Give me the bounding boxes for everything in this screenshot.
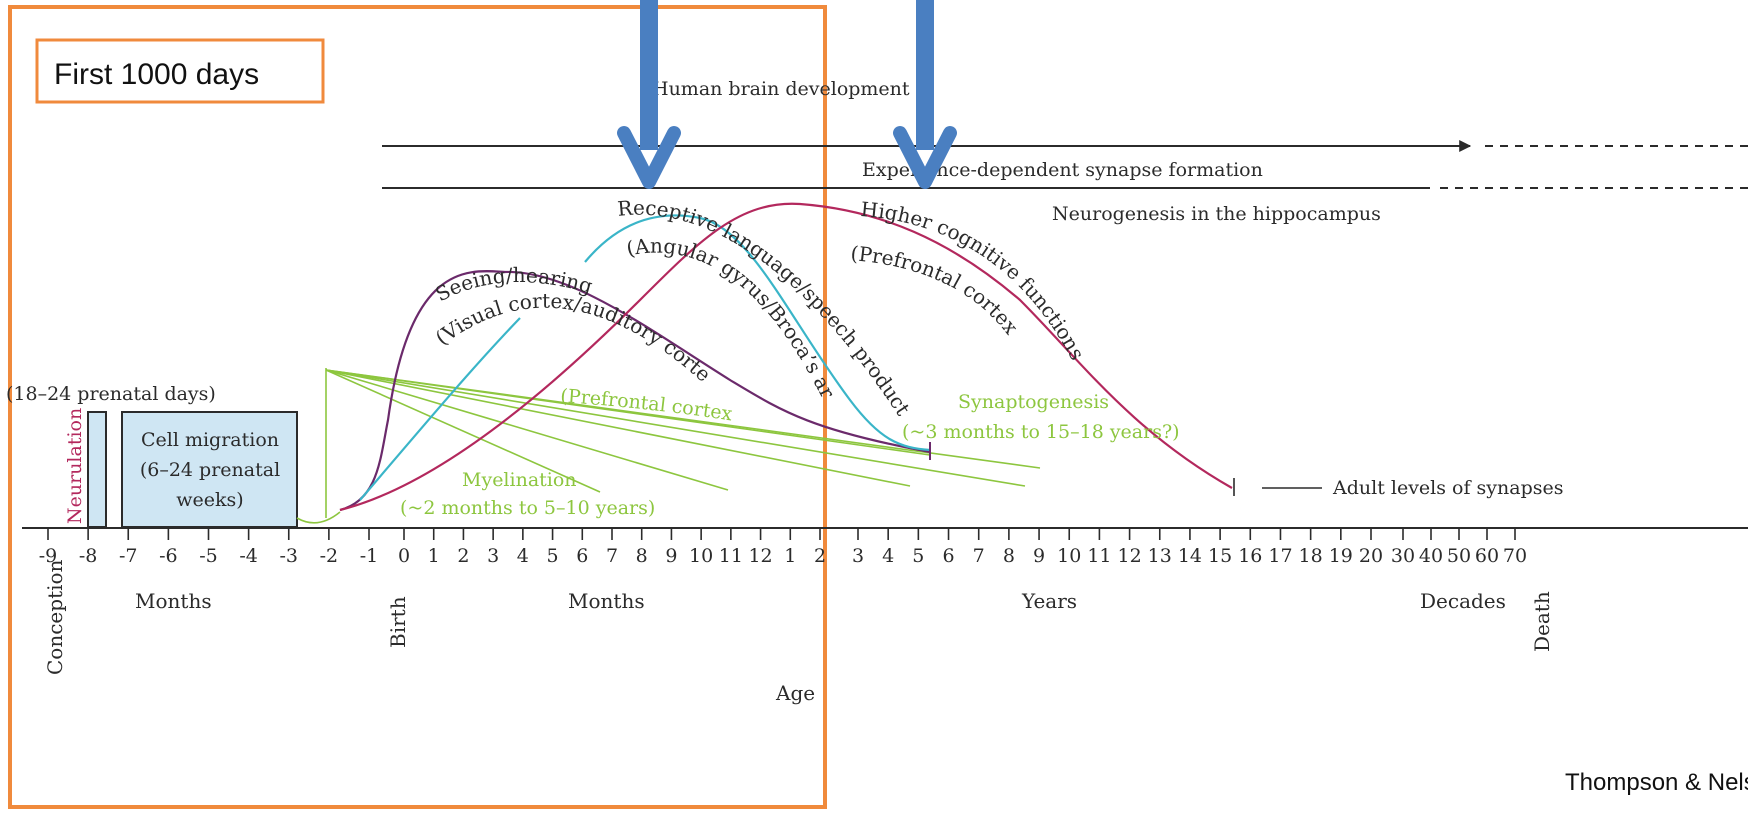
axis-tick-label: 18 — [1299, 545, 1323, 567]
axis-tick-label: 9 — [1033, 545, 1045, 567]
axis-tick-label: -7 — [119, 545, 138, 567]
seeing-hearing-curve — [339, 270, 931, 512]
axis-tick-label: 11 — [719, 545, 743, 567]
axis-tick-label: 1 — [428, 545, 440, 567]
conception-label: Conception — [43, 559, 67, 675]
axis-tick-label: 6 — [576, 545, 588, 567]
axis-tick-label: 3 — [852, 545, 864, 567]
axis-tick-label: 2 — [457, 545, 469, 567]
axis-tick-label: 12 — [748, 545, 772, 567]
axis-tick-label: -3 — [279, 545, 298, 567]
axis-tick-label: 30 — [1391, 545, 1415, 567]
cell-migration-line-3: weeks) — [176, 489, 243, 511]
cell-migration-box — [121, 411, 298, 528]
axis-tick-label: 7 — [973, 545, 985, 567]
axis-tick-label: 17 — [1268, 545, 1292, 567]
axis-ticks: -9 -8 -7 -6 -5 -4 -3 -2 -1 0 1 2 3 4 5 6 7 8 9 10 11 12 1 2 3 4 5 6… — [39, 528, 1527, 567]
axis-tick-label: 10 — [1057, 545, 1081, 567]
axis-tick-label: -1 — [360, 545, 379, 567]
synaptogenesis-range-label: (~3 months to 15–18 years?) — [902, 421, 1180, 443]
myelination-label: Myelination — [462, 469, 577, 491]
axis-tick-label: 1 — [784, 545, 796, 567]
receptive-language-curve — [359, 317, 521, 501]
axis-tick-label: -8 — [79, 545, 98, 567]
axis-tick-label: 0 — [398, 545, 410, 567]
axis-tick-label: 4 — [882, 545, 894, 567]
axis-tick-label: 4 — [517, 545, 529, 567]
axis-tick-label: 70 — [1503, 545, 1527, 567]
axis-tick-label: 60 — [1475, 545, 1499, 567]
cell-migration-line-1: Cell migration — [141, 429, 279, 451]
axis-tick-label: 19 — [1329, 545, 1353, 567]
age-label: Age — [775, 681, 815, 705]
months-postnatal-label: Months — [568, 589, 645, 613]
axis-tick-label: 12 — [1117, 545, 1141, 567]
axis-tick-label: 8 — [1003, 545, 1015, 567]
cell-migration-line-2: (6–24 prenatal — [140, 459, 280, 481]
arrow-down-icon — [893, 0, 957, 189]
axis-tick-label: 13 — [1148, 545, 1172, 567]
axis-tick-label: 8 — [636, 545, 648, 567]
synaptogenesis-label: Synaptogenesis — [958, 391, 1109, 413]
neurulation-box — [87, 411, 107, 528]
citation: Thompson & Nelson, 20 — [1565, 769, 1748, 796]
axis-tick-label: 16 — [1238, 545, 1262, 567]
axis-tick-label: -6 — [159, 545, 178, 567]
axis-tick-label: 6 — [942, 545, 954, 567]
axis-tick-label: 7 — [606, 545, 618, 567]
neurulation-label: Neurulation — [64, 408, 86, 524]
axis-tick-label: 14 — [1178, 545, 1202, 567]
axis-tick-label: 5 — [912, 545, 924, 567]
death-label: Death — [1530, 591, 1554, 652]
adult-levels-label: Adult levels of synapses — [1332, 477, 1564, 499]
axis-tick-label: 2 — [814, 545, 826, 567]
decades-label: Decades — [1420, 589, 1506, 613]
axis-tick-label: -5 — [199, 545, 218, 567]
axis-tick-label: 3 — [487, 545, 499, 567]
first-1000-days-label-box — [35, 38, 325, 104]
axis-tick-label: 9 — [665, 545, 677, 567]
birth-label: Birth — [386, 596, 410, 648]
higher-cognitive-curve — [339, 202, 1233, 512]
myelination-range-label: (~2 months to 5–10 years) — [400, 497, 655, 519]
neurogenesis-label: Neurogenesis in the hippocampus — [1052, 203, 1381, 225]
receptive-language-curve-upper — [584, 214, 931, 452]
first-1000-days-label: First 1000 days — [54, 58, 259, 91]
brain-development-title: Human brain development — [652, 78, 910, 100]
axis-tick-label: -2 — [320, 545, 339, 567]
months-prenatal-label: Months — [135, 589, 212, 613]
axis-tick-label: 10 — [689, 545, 713, 567]
prenatal-days-label: (18–24 prenatal days) — [6, 383, 216, 405]
axis-tick-label: 20 — [1359, 545, 1383, 567]
years-label: Years — [1021, 589, 1077, 613]
axis-tick-label: 40 — [1419, 545, 1443, 567]
experience-synapse-label: Experience-dependent synapse formation — [862, 159, 1263, 181]
axis-tick-label: -4 — [239, 545, 258, 567]
axis-tick-label: 50 — [1447, 545, 1471, 567]
arrow-down-icon — [617, 0, 681, 189]
axis-tick-label: -9 — [39, 545, 58, 567]
axis-tick-label: 15 — [1208, 545, 1232, 567]
axis-tick-label: 11 — [1087, 545, 1111, 567]
first-1000-days-frame — [8, 5, 827, 809]
axis-tick-label: 5 — [547, 545, 559, 567]
